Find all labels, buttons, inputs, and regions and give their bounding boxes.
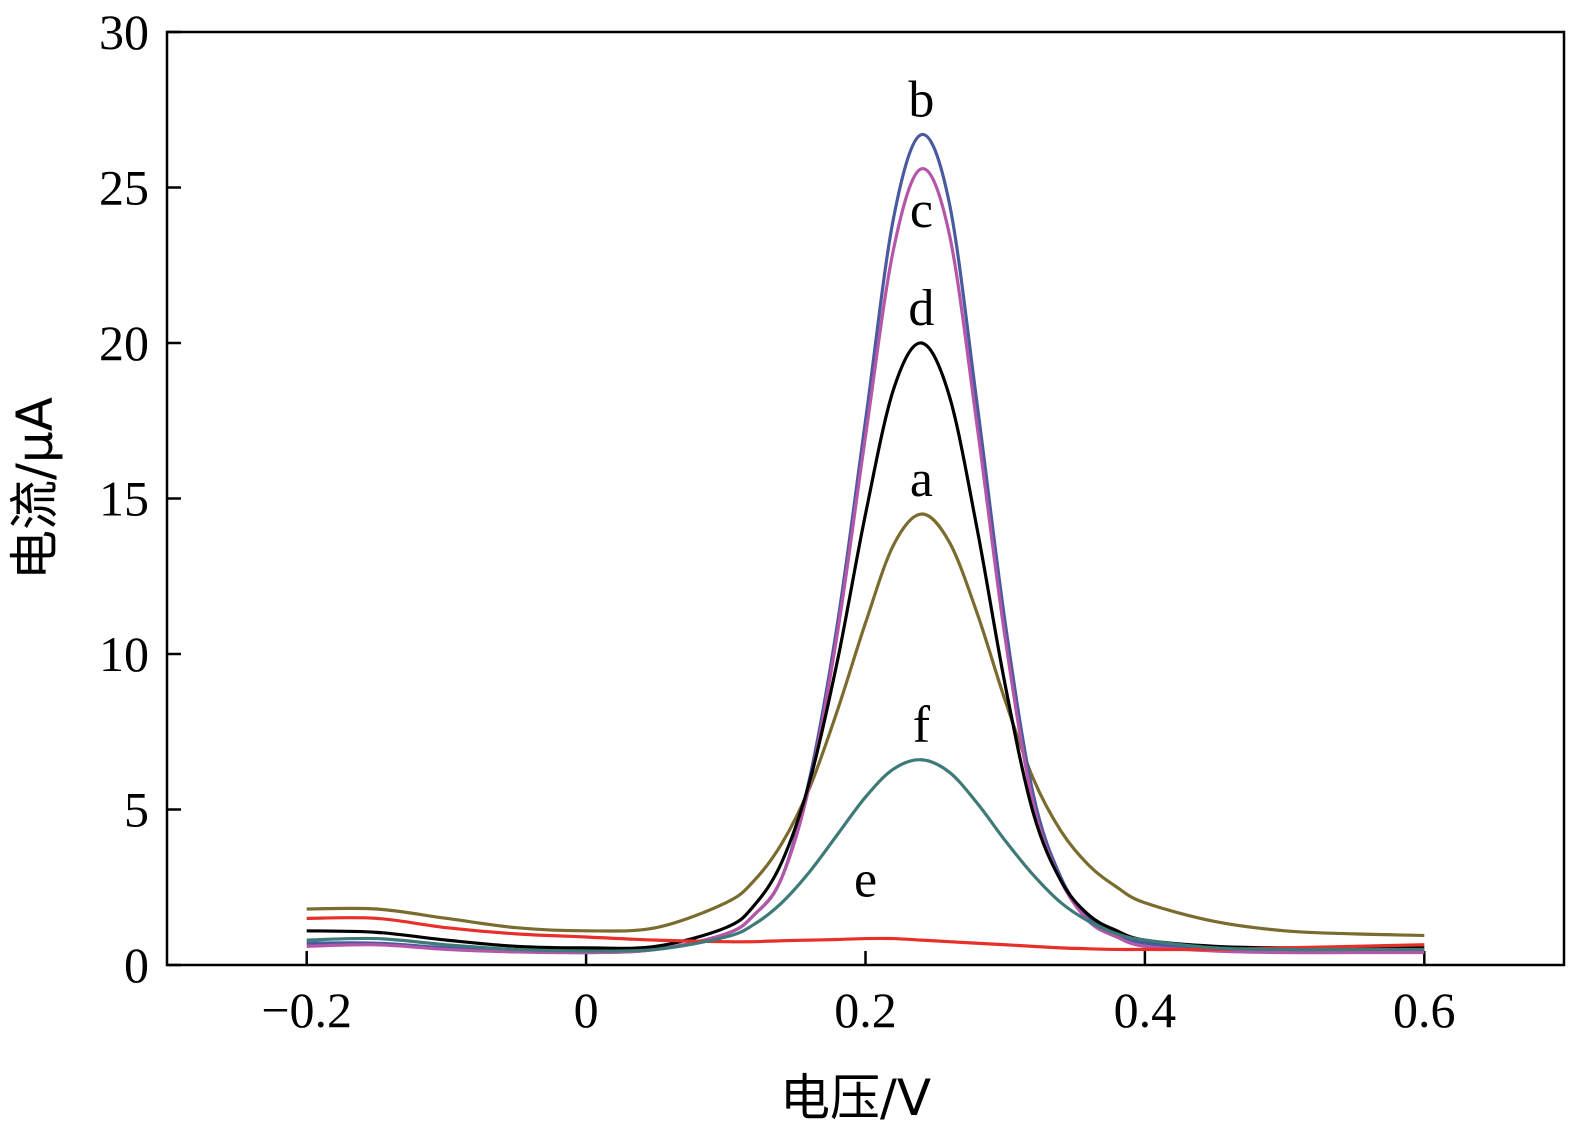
series-line-c	[306, 167, 1425, 955]
series-label-a: a	[910, 451, 933, 508]
y-tick-label: 10	[99, 626, 149, 682]
series-lines	[306, 133, 1425, 955]
x-tick-label: −0.2	[261, 982, 352, 1038]
series-label-d: d	[908, 280, 934, 337]
x-tick-label: 0.4	[1114, 982, 1177, 1038]
y-tick-label: 5	[124, 782, 149, 838]
x-tick-label: 0.6	[1393, 982, 1456, 1038]
y-tick-label: 15	[99, 471, 149, 527]
y-tick-label: 30	[99, 4, 149, 60]
series-labels: a bcd e f	[854, 72, 934, 909]
y-tick-label: 0	[124, 937, 149, 993]
series-line-f	[306, 758, 1425, 953]
series-label-c: c	[910, 182, 933, 239]
y-tick-label: 25	[99, 160, 149, 216]
series-line-e	[306, 916, 1425, 952]
series-label-f: f	[913, 697, 931, 754]
series-line-a	[306, 512, 1425, 938]
x-tick-label: 0	[574, 982, 599, 1038]
y-axis: 0 5 10 15 20 25 30	[99, 4, 181, 993]
x-axis: −0.2 0 0.2 0.4 0.6	[261, 951, 1456, 1038]
x-tick-label: 0.2	[834, 982, 897, 1038]
series-label-b: b	[908, 72, 934, 129]
x-axis-title: 电压/V	[780, 1069, 931, 1127]
series-line-b	[306, 133, 1425, 955]
y-axis-title: 电流/μA	[6, 397, 64, 580]
plot-frame	[165, 30, 1566, 967]
y-tick-label: 20	[99, 315, 149, 371]
series-label-e: e	[854, 851, 877, 908]
